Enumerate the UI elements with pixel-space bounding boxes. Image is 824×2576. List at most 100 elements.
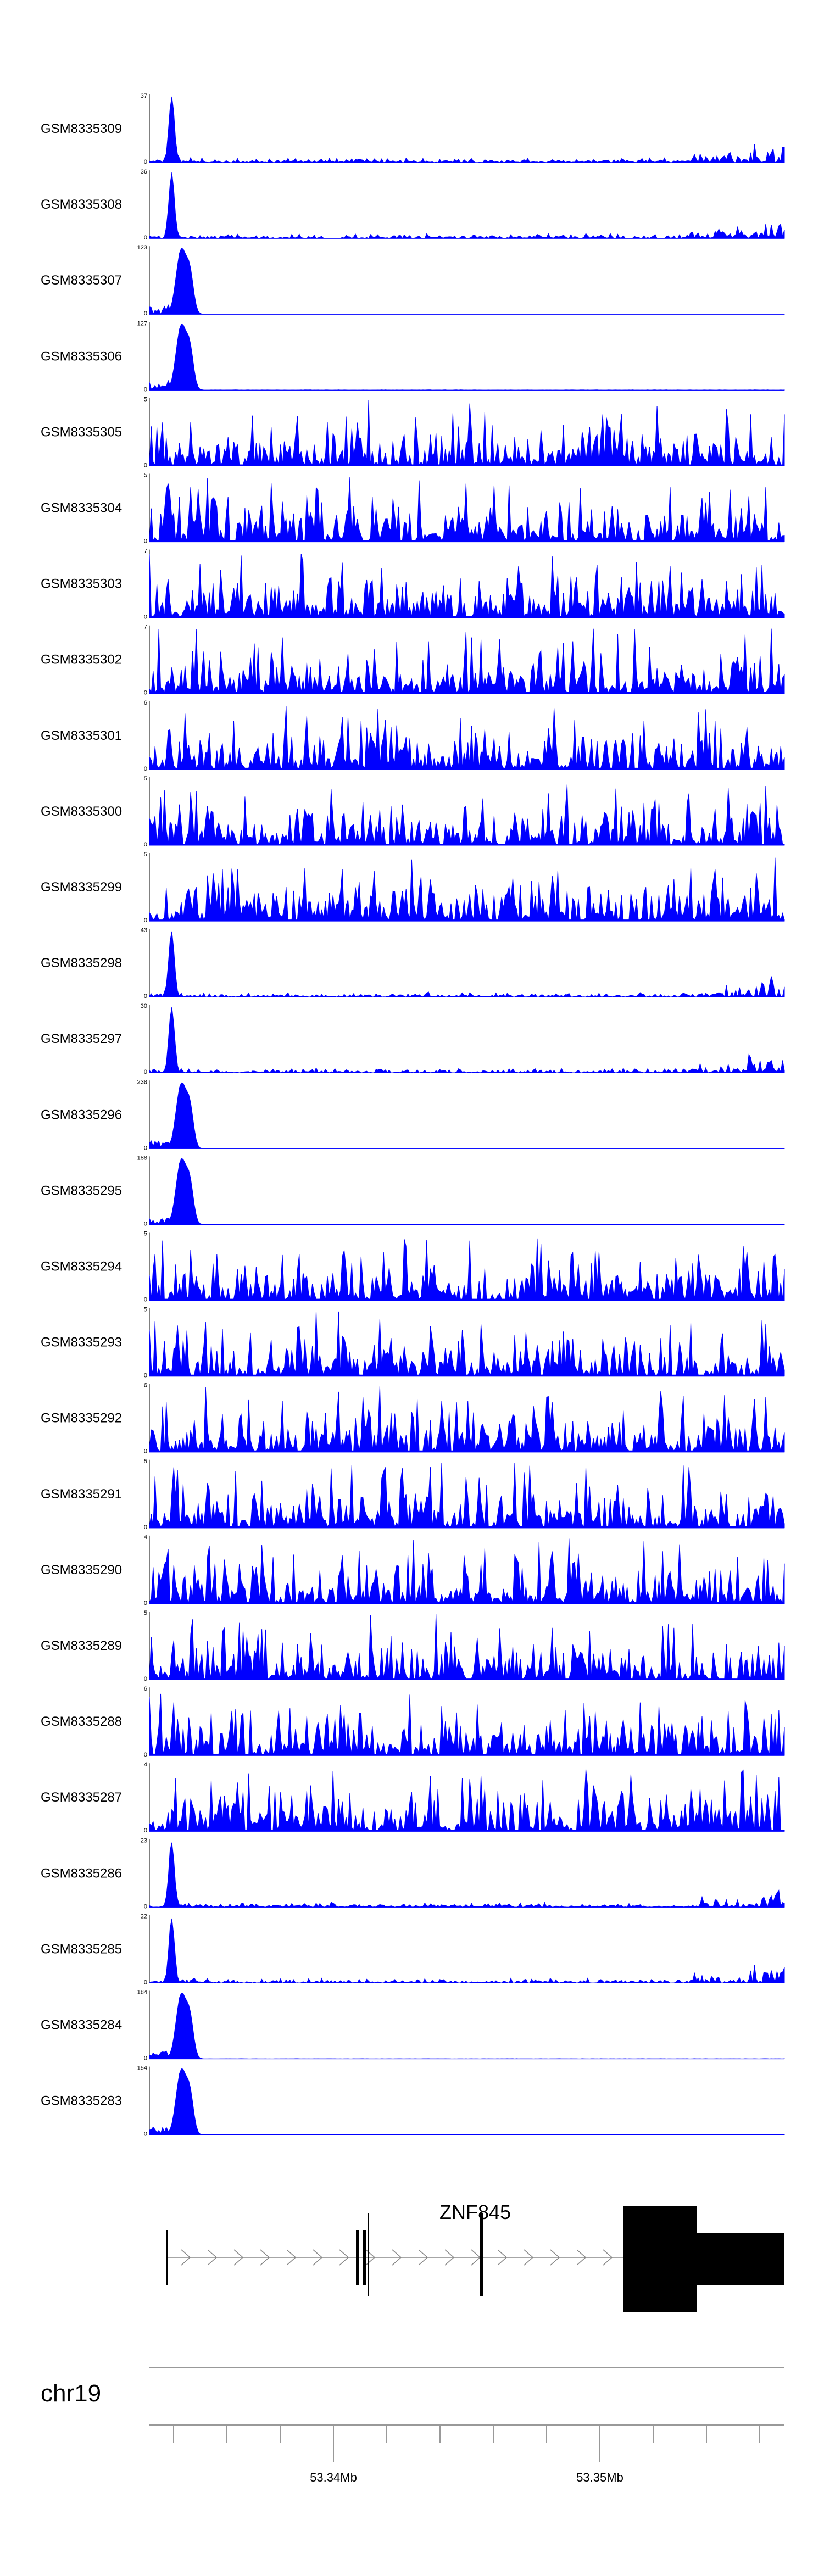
track-ymax-label: 5: [144, 1458, 147, 1465]
track-label: GSM8335295: [41, 1183, 122, 1198]
coverage-area: [149, 1918, 785, 1984]
coverage-area: [149, 477, 785, 542]
track-GSM8335297: GSM8335297 30 0: [41, 1003, 785, 1075]
track-label: GSM8335286: [41, 1866, 122, 1881]
coverage-area: [149, 706, 785, 770]
track-ymax-label: 154: [137, 2065, 147, 2072]
strand-arrow: [497, 2249, 508, 2266]
coverage-area: [149, 554, 785, 618]
coverage-area: [149, 1693, 785, 1756]
track-label: GSM8335308: [41, 197, 122, 212]
track-ymax-label: 4: [144, 1534, 147, 1541]
track-label: GSM8335287: [41, 1790, 122, 1805]
track-ymin-label: 0: [144, 1145, 147, 1151]
coverage-area: [149, 324, 785, 391]
track-ymin-label: 0: [144, 538, 147, 545]
track-ymax-label: 127: [137, 320, 147, 327]
track-ymax-label: 30: [141, 1003, 147, 1010]
track-GSM8335296: GSM8335296 238 0: [41, 1079, 785, 1151]
strand-arrow: [207, 2249, 218, 2266]
track-ymax-label: 123: [137, 244, 147, 251]
track-label: GSM8335298: [41, 956, 122, 971]
track-label: GSM8335301: [41, 728, 122, 743]
track-GSM8335284: GSM8335284 184 0: [41, 1989, 785, 2062]
gene-track: ZNF845: [166, 2201, 784, 2312]
track-ymin-label: 0: [144, 2055, 147, 2062]
track-ymin-label: 0: [144, 1752, 147, 1758]
coverage-area: [149, 1769, 785, 1832]
track-ymax-label: 238: [137, 1079, 147, 1085]
track-label: GSM8335303: [41, 577, 122, 592]
track-label: GSM8335291: [41, 1487, 122, 1502]
track-label: GSM8335292: [41, 1411, 122, 1426]
track-GSM8335306: GSM8335306 127 0: [41, 320, 785, 393]
strand-arrow: [313, 2249, 323, 2266]
track-GSM8335291: GSM8335291 5 0: [41, 1458, 785, 1531]
track-ymin-label: 0: [144, 1373, 147, 1379]
strand-arrow: [260, 2249, 270, 2266]
gene-name: ZNF845: [439, 2201, 511, 2223]
strand-arrow: [181, 2249, 191, 2266]
track-label: GSM8335285: [41, 1942, 122, 1956]
track-ymin-label: 0: [144, 1220, 147, 1227]
track-label: GSM8335294: [41, 1259, 122, 1274]
exon-3prime-cds: [623, 2206, 697, 2312]
track-GSM8335293: GSM8335293 5 0: [41, 1307, 785, 1379]
track-ymax-label: 5: [144, 1231, 147, 1237]
coverage-area: [149, 857, 785, 922]
track-GSM8335304: GSM8335304 5 0: [41, 472, 785, 545]
track-ymax-label: 5: [144, 1307, 147, 1313]
coverage-area: [149, 1538, 785, 1604]
track-GSM8335298: GSM8335298 43 0: [41, 927, 785, 1000]
track-GSM8335309: GSM8335309 37 0: [41, 93, 785, 165]
track-ymin-label: 0: [144, 159, 147, 165]
track-label: GSM8335299: [41, 880, 122, 895]
track-GSM8335302: GSM8335302 7 0: [41, 624, 785, 696]
track-label: GSM8335288: [41, 1714, 122, 1729]
strand-arrow: [233, 2249, 244, 2266]
track-label: GSM8335296: [41, 1107, 122, 1122]
coverage-area: [149, 400, 785, 466]
coverage-area: [149, 1386, 785, 1453]
coverage-area: [149, 931, 785, 998]
track-label: GSM8335297: [41, 1031, 122, 1046]
track-GSM8335301: GSM8335301 6 0: [41, 700, 785, 772]
track-GSM8335303: GSM8335303 7 0: [41, 548, 785, 621]
track-ymin-label: 0: [144, 1069, 147, 1075]
coverage-area: [149, 1614, 785, 1680]
track-GSM8335307: GSM8335307 123 0: [41, 244, 785, 317]
track-ymin-label: 0: [144, 1297, 147, 1303]
track-ymax-label: 5: [144, 396, 147, 403]
strand-arrow: [576, 2249, 587, 2266]
coverage-area: [149, 2068, 785, 2135]
track-ymin-label: 0: [144, 2131, 147, 2138]
track-label: GSM8335305: [41, 425, 122, 439]
coverage-tracks: GSM8335309 37 0 GSM8335308 36 0 GSM8335307 123 0…: [41, 93, 785, 2138]
major-tick-label: 53.35Mb: [576, 2471, 623, 2484]
track-ymin-label: 0: [144, 1448, 147, 1455]
exon: [356, 2230, 359, 2285]
track-ymin-label: 0: [144, 1524, 147, 1531]
track-ymax-label: 5: [144, 851, 147, 858]
coverage-area: [149, 1992, 785, 2060]
track-GSM8335285: GSM8335285 22 0: [41, 1913, 785, 1986]
coverage-area: [149, 1842, 785, 1908]
track-ymax-label: 184: [137, 1989, 147, 1996]
coverage-area: [149, 172, 785, 239]
track-GSM8335283: GSM8335283 154 0: [41, 2065, 785, 2138]
track-ymin-label: 0: [144, 1600, 147, 1607]
track-ymax-label: 6: [144, 1382, 147, 1389]
chromosome-label: chr19: [41, 2380, 101, 2407]
track-ymin-label: 0: [144, 766, 147, 772]
track-ymax-label: 6: [144, 1686, 147, 1692]
strand-arrow: [550, 2249, 560, 2266]
track-ymin-label: 0: [144, 1676, 147, 1682]
track-ymax-label: 5: [144, 472, 147, 479]
track-ymax-label: 4: [144, 1761, 147, 1768]
track-ymin-label: 0: [144, 690, 147, 696]
track-GSM8335305: GSM8335305 5 0: [41, 396, 785, 469]
chromosome-track: chr19 53.34Mb 53.35Mb: [41, 2367, 784, 2484]
strand-arrow: [603, 2249, 613, 2266]
track-ymax-label: 23: [141, 1837, 147, 1844]
